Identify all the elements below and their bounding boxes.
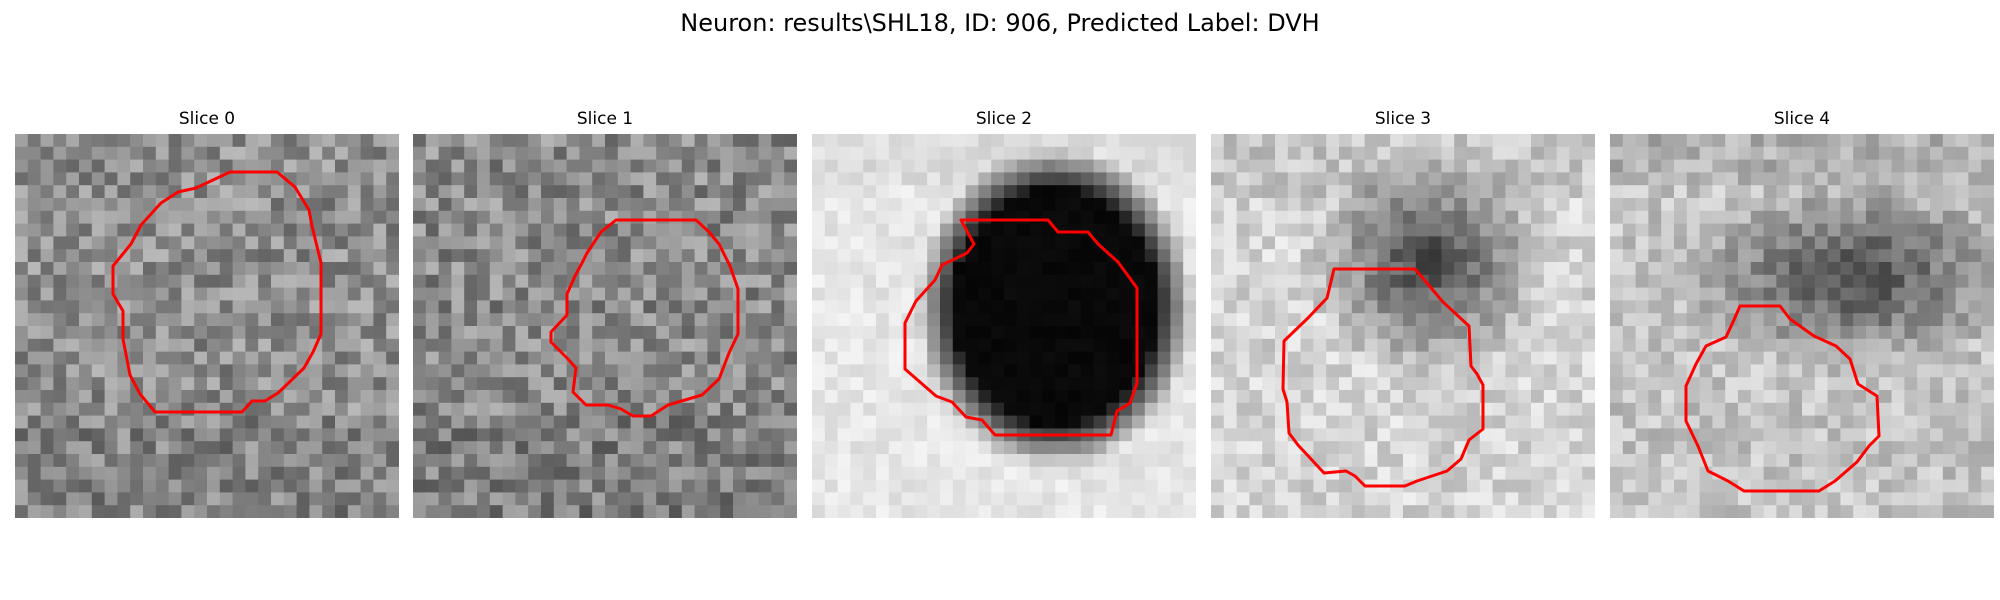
slice-title: Slice 1	[576, 109, 634, 129]
roi-contour	[903, 218, 1139, 437]
slice-panel: Slice 1	[413, 108, 797, 518]
slice-title: Slice 4	[1773, 109, 1831, 129]
pixel-grid	[812, 134, 1196, 518]
pixel-grid	[1610, 134, 1994, 518]
slice-panel: Slice 4	[1610, 108, 1994, 518]
slice-image	[1211, 134, 1595, 518]
slice-title: Slice 3	[1374, 109, 1432, 129]
slice-title: Slice 2	[975, 109, 1033, 129]
slice-image	[15, 134, 399, 518]
slice-title: Slice 0	[178, 109, 236, 129]
pixel-grid	[15, 134, 399, 518]
slice-panel: Slice 3	[1211, 108, 1595, 518]
slice-image	[812, 134, 1196, 518]
roi-contour	[549, 218, 740, 418]
roi-contour	[1684, 304, 1881, 493]
roi-contour	[1281, 267, 1485, 488]
figure-title: Neuron: results\SHL18, ID: 906, Predicte…	[680, 9, 1320, 37]
slice-panel: Slice 0	[15, 108, 399, 518]
roi-contour	[111, 170, 323, 414]
slice-image	[413, 134, 797, 518]
pixel-grid	[413, 134, 797, 518]
slice-panel: Slice 2	[812, 108, 1196, 518]
pixel-grid	[1211, 134, 1595, 518]
slice-image	[1610, 134, 1994, 518]
